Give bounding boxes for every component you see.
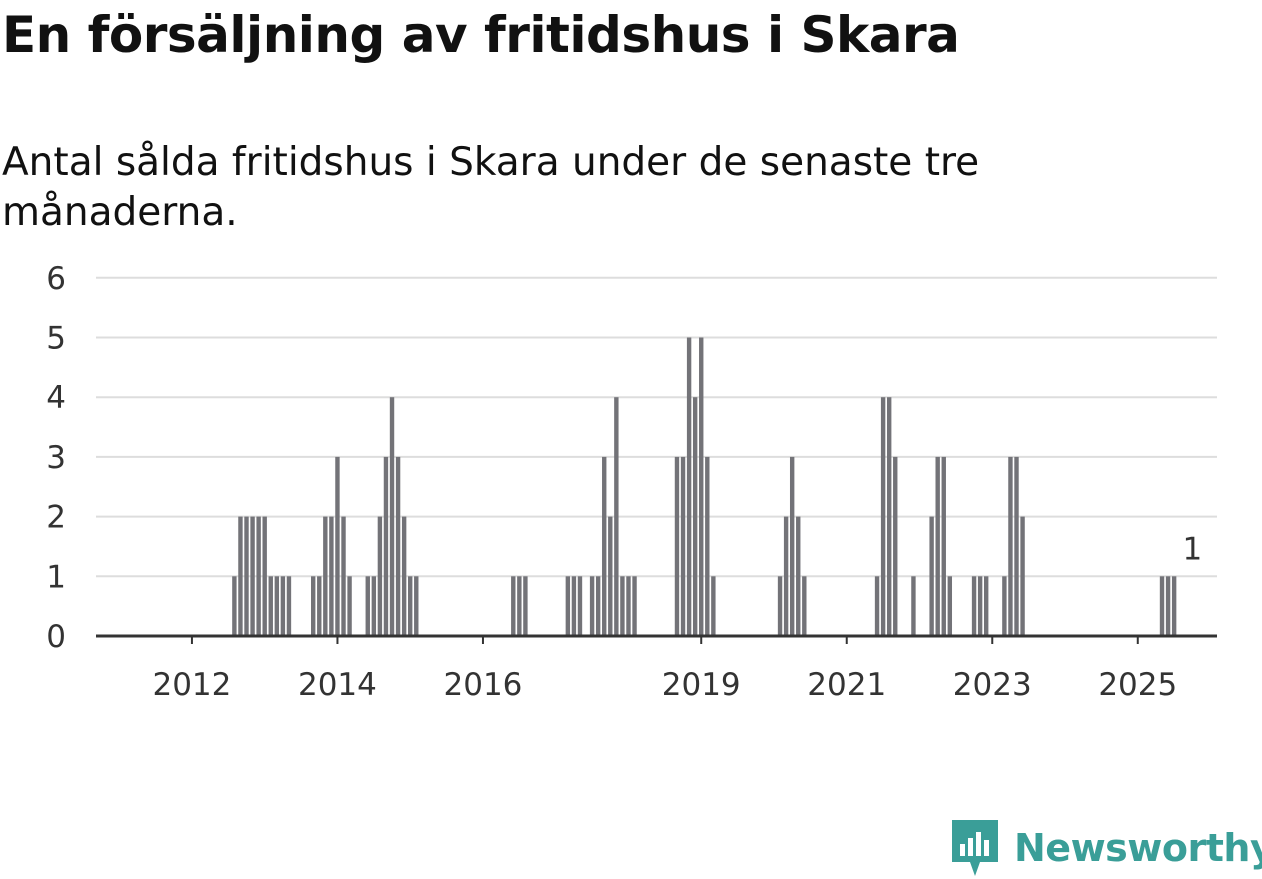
bar — [371, 576, 377, 636]
bar — [886, 397, 892, 636]
bar — [692, 397, 698, 636]
bar — [977, 576, 983, 636]
bar — [565, 576, 571, 636]
bar — [1020, 516, 1025, 636]
bar — [311, 576, 316, 636]
y-tick-label: 4 — [46, 380, 66, 416]
bar — [517, 576, 522, 636]
x-tick-label: 2014 — [298, 667, 377, 703]
brand-name: Newsworthy — [1014, 826, 1262, 870]
bar — [941, 456, 946, 636]
x-tick-label: 2025 — [1098, 667, 1177, 703]
bar — [335, 456, 340, 636]
chart-title: En försäljning av fritidshus i Skara — [2, 6, 960, 64]
bar — [1159, 576, 1165, 636]
highlight-data-label: 1 — [1182, 531, 1202, 567]
bar — [796, 516, 801, 636]
bar — [1002, 576, 1007, 636]
bar — [347, 576, 352, 636]
bar — [589, 576, 595, 636]
bar — [256, 516, 261, 636]
bar — [608, 516, 613, 636]
y-tick-label: 3 — [46, 440, 66, 476]
bar — [317, 576, 322, 636]
bar — [250, 516, 255, 636]
bar — [577, 576, 583, 636]
bar — [329, 516, 334, 636]
bar — [401, 516, 407, 636]
bar — [699, 337, 704, 636]
bar — [680, 456, 686, 636]
bar — [632, 576, 637, 636]
newsworthy-logo-icon — [952, 820, 998, 876]
y-tick-label: 6 — [46, 261, 66, 297]
bar — [365, 576, 370, 636]
bar — [274, 576, 280, 636]
bar — [971, 576, 977, 636]
bar — [389, 397, 395, 636]
bar — [929, 516, 934, 636]
bar — [280, 576, 286, 636]
bar — [1014, 456, 1019, 636]
bar — [686, 337, 692, 636]
bar — [711, 576, 716, 636]
bar — [377, 516, 383, 636]
bar — [268, 576, 273, 636]
chart-subtitle: Antal sålda fritidshus i Skara under de … — [2, 140, 980, 235]
bar — [232, 576, 237, 636]
bar — [238, 516, 243, 636]
bar — [802, 576, 807, 636]
bar — [880, 397, 886, 636]
bar — [947, 576, 953, 636]
bar — [408, 576, 413, 636]
bar — [383, 456, 389, 636]
bar — [1165, 576, 1171, 636]
bar — [286, 576, 292, 636]
bar — [911, 576, 916, 636]
bar — [341, 516, 346, 636]
bar — [983, 576, 989, 636]
x-tick-label: 2021 — [807, 667, 886, 703]
bar — [571, 576, 577, 636]
bar — [1008, 456, 1013, 636]
y-tick-label: 5 — [46, 321, 66, 357]
brand-logo: Newsworthy — [950, 818, 1262, 878]
bar — [414, 576, 419, 636]
bar — [1171, 576, 1177, 636]
x-tick-label: 2016 — [444, 667, 523, 703]
bar — [935, 456, 940, 636]
bar — [777, 576, 783, 636]
bar — [614, 397, 619, 636]
bar — [262, 516, 267, 636]
y-tick-label: 2 — [46, 500, 66, 536]
y-tick-label: 0 — [46, 619, 66, 655]
bar — [244, 516, 249, 636]
bar — [705, 456, 710, 636]
bar — [674, 456, 680, 636]
x-tick-label: 2023 — [953, 667, 1032, 703]
bar — [511, 576, 516, 636]
bar — [395, 456, 401, 636]
bar — [595, 576, 601, 636]
bar — [874, 576, 880, 636]
bar — [323, 516, 328, 636]
bar — [523, 576, 528, 636]
bar — [789, 456, 795, 636]
bar — [626, 576, 631, 636]
bar — [620, 576, 625, 636]
x-tick-label: 2019 — [662, 667, 741, 703]
bar — [893, 456, 898, 636]
bar — [783, 516, 789, 636]
y-tick-label: 1 — [46, 559, 66, 595]
x-tick-label: 2012 — [152, 667, 231, 703]
bar — [602, 456, 607, 636]
